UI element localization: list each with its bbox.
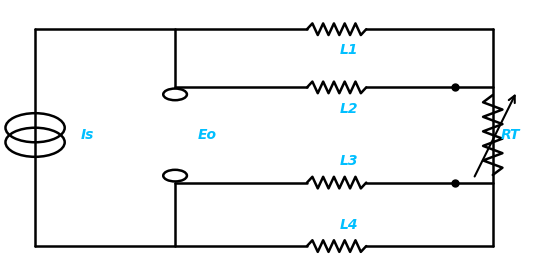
Text: L4: L4: [339, 218, 358, 232]
Text: Eo: Eo: [197, 128, 217, 142]
Text: L1: L1: [339, 43, 358, 58]
Text: L2: L2: [339, 102, 358, 116]
Text: L3: L3: [339, 154, 358, 168]
Text: RT: RT: [501, 128, 521, 142]
Text: Is: Is: [81, 128, 94, 142]
